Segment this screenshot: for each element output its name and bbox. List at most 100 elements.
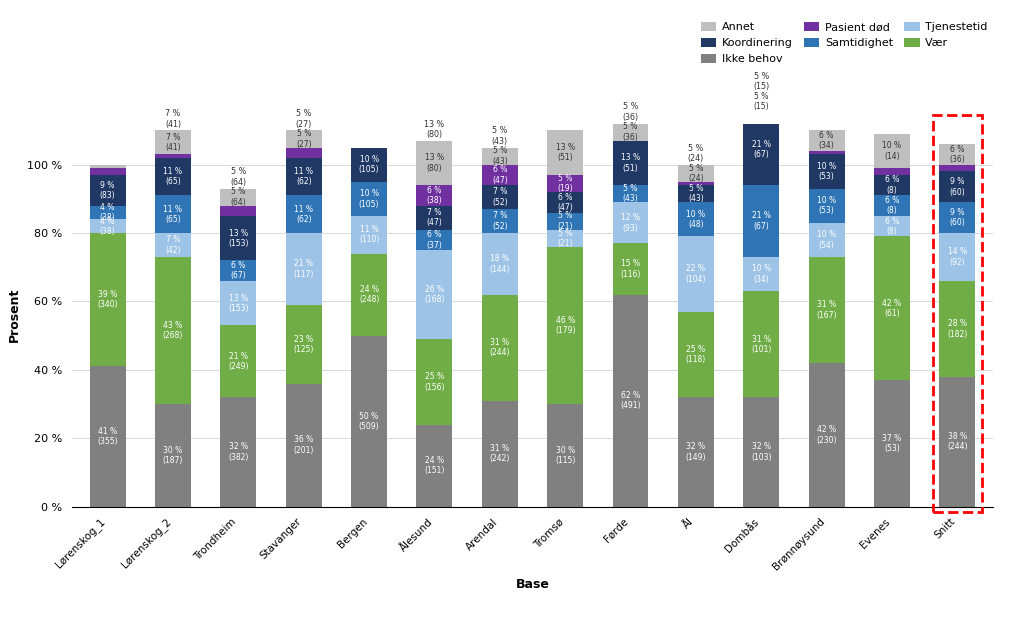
- Bar: [286, 384, 322, 507]
- Text: 5 %
(64): 5 % (64): [230, 167, 247, 187]
- Bar: [743, 93, 779, 110]
- Bar: [939, 233, 975, 281]
- Bar: [482, 148, 518, 164]
- Bar: [155, 154, 190, 158]
- Bar: [547, 404, 583, 507]
- Bar: [939, 202, 975, 233]
- Bar: [809, 188, 845, 223]
- Text: 13 %
(80): 13 % (80): [425, 153, 444, 172]
- Text: 7 %
(42): 7 % (42): [165, 235, 181, 255]
- Text: 5 %
(43): 5 % (43): [623, 184, 638, 203]
- Bar: [612, 124, 648, 141]
- Bar: [809, 363, 845, 507]
- Text: 21 %
(67): 21 % (67): [752, 140, 771, 159]
- Text: 13 %
(153): 13 % (153): [228, 294, 249, 313]
- Text: 31 %
(167): 31 % (167): [816, 300, 837, 320]
- Bar: [220, 216, 256, 260]
- Text: 5 %
(24): 5 % (24): [688, 164, 703, 183]
- Bar: [482, 164, 518, 185]
- Bar: [678, 182, 714, 185]
- Bar: [612, 243, 648, 295]
- Text: 5 %
(19): 5 % (19): [557, 174, 573, 193]
- Text: 10 %
(53): 10 % (53): [817, 196, 837, 216]
- Text: 4 %
(38): 4 % (38): [99, 203, 116, 222]
- Bar: [155, 404, 190, 507]
- Bar: [874, 195, 910, 216]
- Text: 21 %
(67): 21 % (67): [752, 211, 771, 231]
- Text: 6 %
(47): 6 % (47): [557, 193, 573, 212]
- Bar: [482, 185, 518, 209]
- Text: 18 %
(144): 18 % (144): [489, 254, 510, 274]
- Bar: [220, 397, 256, 507]
- Bar: [678, 164, 714, 182]
- Bar: [743, 291, 779, 397]
- Bar: [351, 216, 387, 253]
- Bar: [809, 154, 845, 188]
- Bar: [286, 195, 322, 233]
- Bar: [90, 206, 126, 219]
- Bar: [547, 192, 583, 213]
- Text: 5 %
(36): 5 % (36): [623, 122, 638, 142]
- Text: 7 %
(41): 7 % (41): [165, 133, 181, 152]
- Text: 6 %
(37): 6 % (37): [427, 231, 442, 250]
- Legend: Annet, Koordinering, Ikke behov, Pasient død, Samtidighet, Tjenestetid, Vær: Annet, Koordinering, Ikke behov, Pasient…: [700, 22, 988, 64]
- Bar: [743, 185, 779, 257]
- Text: 39 %
(340): 39 % (340): [97, 290, 118, 310]
- Bar: [678, 397, 714, 507]
- Bar: [874, 168, 910, 175]
- Text: 41 %
(355): 41 % (355): [97, 427, 118, 446]
- Y-axis label: Prosent: Prosent: [8, 288, 22, 342]
- Bar: [417, 185, 453, 206]
- Bar: [220, 188, 256, 206]
- Bar: [482, 295, 518, 400]
- Text: 5 %
(27): 5 % (27): [296, 109, 312, 129]
- Text: 6 %
(8): 6 % (8): [885, 196, 899, 216]
- Text: 5 %
(15): 5 % (15): [753, 72, 769, 91]
- Bar: [743, 110, 779, 113]
- Bar: [90, 219, 126, 233]
- Text: 62 %
(491): 62 % (491): [621, 391, 641, 410]
- Text: 26 %
(168): 26 % (168): [424, 285, 444, 304]
- Bar: [809, 223, 845, 257]
- Text: 30 %
(187): 30 % (187): [163, 446, 183, 465]
- Text: 11 %
(65): 11 % (65): [164, 167, 182, 186]
- Bar: [90, 168, 126, 175]
- Text: 5 %
(43): 5 % (43): [492, 146, 508, 166]
- Text: 25 %
(156): 25 % (156): [424, 372, 444, 392]
- Bar: [417, 339, 453, 425]
- Bar: [939, 171, 975, 202]
- Bar: [874, 134, 910, 168]
- Text: 10 %
(105): 10 % (105): [358, 155, 379, 174]
- Bar: [351, 148, 387, 182]
- Bar: [90, 175, 126, 206]
- Bar: [417, 141, 453, 185]
- Text: 6 %
(8): 6 % (8): [885, 216, 899, 236]
- Text: 24 %
(248): 24 % (248): [358, 285, 379, 304]
- Text: 11 %
(65): 11 % (65): [164, 205, 182, 224]
- Text: 25 %
(118): 25 % (118): [686, 345, 706, 364]
- Text: 6 %
(38): 6 % (38): [427, 186, 442, 205]
- Text: 6 %
(47): 6 % (47): [492, 165, 508, 185]
- Text: 31 %
(101): 31 % (101): [751, 334, 771, 354]
- Bar: [417, 230, 453, 250]
- Text: 7 %
(47): 7 % (47): [427, 208, 442, 227]
- Bar: [939, 164, 975, 171]
- Text: 7 %
(41): 7 % (41): [165, 109, 181, 129]
- Text: 23 %
(125): 23 % (125): [294, 334, 314, 354]
- Text: 4 %
(38): 4 % (38): [99, 216, 116, 236]
- Text: 7 %
(52): 7 % (52): [492, 211, 508, 231]
- Text: 30 %
(115): 30 % (115): [555, 446, 575, 465]
- Text: 9 %
(60): 9 % (60): [949, 177, 966, 197]
- Text: 14 %
(92): 14 % (92): [948, 247, 967, 267]
- Text: 31 %
(242): 31 % (242): [489, 444, 510, 464]
- Text: 7 %
(52): 7 % (52): [492, 187, 508, 207]
- Text: 32 %
(103): 32 % (103): [751, 442, 771, 462]
- Text: 5 %
(27): 5 % (27): [296, 129, 311, 149]
- Bar: [547, 130, 583, 175]
- Bar: [809, 257, 845, 363]
- Text: 5 %
(43): 5 % (43): [688, 184, 703, 203]
- Bar: [220, 260, 256, 281]
- Text: 10 %
(54): 10 % (54): [817, 231, 837, 250]
- Text: 10 %
(53): 10 % (53): [817, 162, 837, 181]
- Text: 28 %
(182): 28 % (182): [947, 319, 968, 339]
